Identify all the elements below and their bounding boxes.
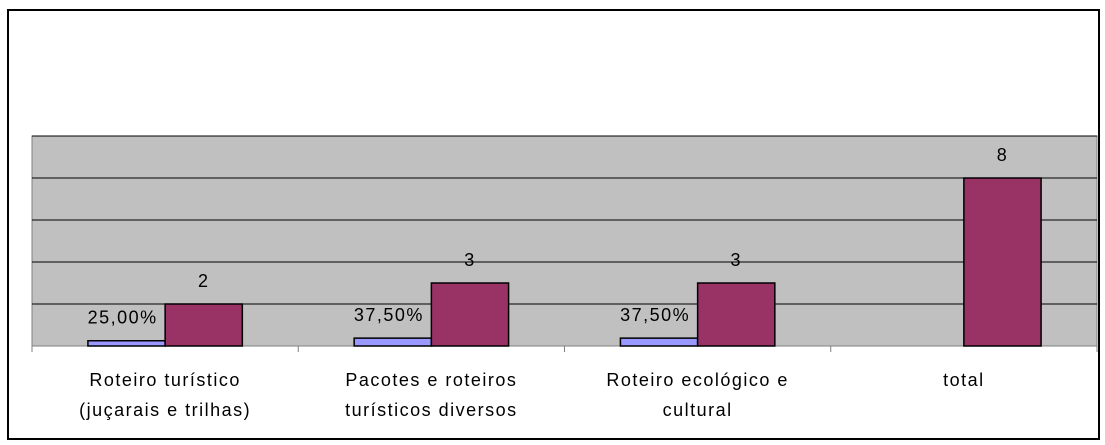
data-label: 37,50% [620,305,690,325]
bar [430,282,510,347]
bar [963,177,1042,347]
bar [353,337,433,347]
data-label: 37,50% [354,305,424,325]
x-tick-label: Roteiro ecológico e cultural [606,370,789,420]
data-label: 25,00% [88,308,158,328]
bar [619,337,699,347]
bar [87,340,166,347]
bar [164,303,244,347]
data-label: 3 [730,250,742,270]
data-label: 8 [997,145,1009,165]
data-label: 3 [464,250,476,270]
x-tick-label: Roteiro turístico (juçarais e trilhas) [79,370,251,420]
x-tick-label: total [943,370,985,390]
bar [696,282,776,347]
data-label: 2 [198,271,210,291]
x-tick-label: Pacotes e roteiros turísticos diversos [345,370,518,420]
